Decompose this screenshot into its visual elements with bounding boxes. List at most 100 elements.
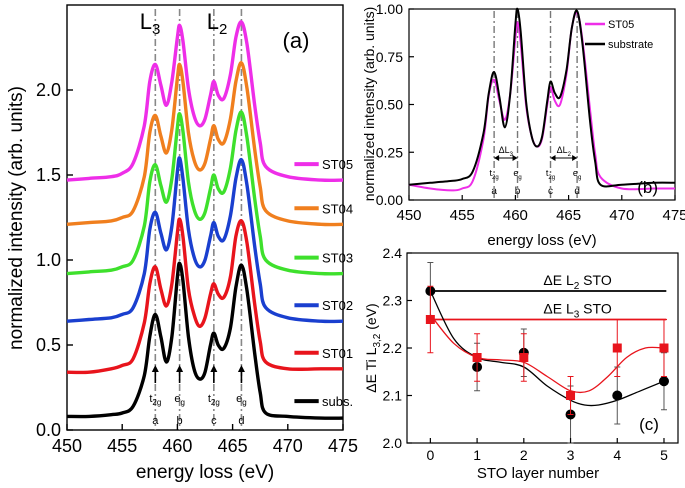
panel-a-edge-label-l3: L3 bbox=[140, 9, 161, 38]
y-tick-label-2.1: 2.1 bbox=[383, 388, 403, 404]
panel-c-y-axis: 2.0 2.1 2.2 2.3 2.4 bbox=[383, 245, 412, 451]
panel-c-reference-labels: ΔE L2 STO ΔE L3 STO bbox=[543, 272, 611, 321]
series-line-substrate bbox=[408, 7, 676, 188]
panel-b-peak-markers: t2g a eg b t2g c eg d bbox=[490, 168, 582, 197]
data-point-l3-1 bbox=[472, 353, 482, 362]
peak-symmetry-a: t2g bbox=[149, 393, 161, 407]
peak-arrowhead-b bbox=[176, 365, 184, 372]
peak-letter-c: c bbox=[211, 415, 217, 427]
y-tick-label-1.5: 1.5 bbox=[36, 165, 61, 185]
x-tick-label-470: 470 bbox=[609, 207, 634, 224]
data-point-l3-5 bbox=[659, 343, 669, 353]
delta-label-0: ΔL3 bbox=[499, 145, 514, 158]
peak-letter-a: a bbox=[491, 186, 497, 197]
delta-label-1: ΔL2 bbox=[557, 145, 572, 158]
x-tick-label-460: 460 bbox=[162, 436, 192, 456]
panel-a-curves bbox=[66, 20, 344, 420]
x-tick-label-465: 465 bbox=[556, 207, 581, 224]
peak-symmetry-b: eg bbox=[174, 393, 185, 407]
x-tick-label-450: 450 bbox=[396, 207, 421, 224]
panel-c: 0 1 2 3 4 5 2.0 2.1 2.2 2.3 2.4 ΔE L2 STO ΔE L3 ST… bbox=[363, 245, 679, 482]
legend-label-st01: ST01 bbox=[322, 346, 353, 361]
peak-letter-d: d bbox=[574, 186, 580, 197]
peak-letter-b: b bbox=[515, 186, 521, 197]
legend-label-st03: ST03 bbox=[322, 251, 353, 266]
peak-symmetry-d: eg bbox=[236, 393, 247, 407]
x-tick-label-460: 460 bbox=[503, 207, 528, 224]
panel-a-frame bbox=[66, 4, 344, 431]
series-line-st02 bbox=[66, 156, 344, 324]
delta-arrowhead-right-1 bbox=[572, 155, 578, 161]
reference-label-1: ΔE L3 STO bbox=[543, 301, 611, 321]
x-tick-label-0: 0 bbox=[426, 447, 434, 463]
reference-label-0: ΔE L2 STO bbox=[543, 272, 611, 292]
y-tick-label-0.75: 0.75 bbox=[376, 49, 403, 65]
peak-symmetry-c: t2g bbox=[208, 393, 220, 407]
data-point-l2-5 bbox=[658, 376, 669, 387]
legend-label-subs: subs. bbox=[322, 394, 353, 409]
x-tick-label-5: 5 bbox=[660, 447, 668, 463]
x-tick-label-465: 465 bbox=[218, 436, 248, 456]
x-tick-label-475: 475 bbox=[662, 207, 685, 224]
data-point-l2-4 bbox=[612, 390, 623, 401]
panel-a-legend: subs. ST01 ST02 ST03 ST04 ST05 bbox=[294, 157, 353, 409]
panel-c-reference-lines bbox=[430, 290, 667, 321]
data-point-l3-4 bbox=[612, 343, 622, 353]
peak-letter-c: c bbox=[548, 186, 553, 197]
y-tick-label-1.00: 1.00 bbox=[376, 1, 403, 17]
panel-b-x-label: energy loss (eV) bbox=[487, 232, 596, 249]
data-point-l3-2 bbox=[519, 353, 529, 362]
peak-arrowhead-d bbox=[237, 365, 245, 372]
panel-a: 450 455 460 465 470 475 0.0 0.5 1.0 1.5 2.0 subs.… bbox=[6, 4, 358, 483]
peak-symmetry-d: eg bbox=[573, 168, 581, 181]
panel-a-peak-markers: t2g a eg b t2g c eg d bbox=[149, 365, 247, 427]
peak-letter-b: b bbox=[177, 415, 183, 427]
panel-a-label: (a) bbox=[283, 28, 310, 53]
series-line-subs bbox=[66, 261, 344, 420]
x-tick-label-475: 475 bbox=[328, 436, 358, 456]
y-tick-label-0.00: 0.00 bbox=[376, 192, 403, 208]
delta-arrowhead-left-0 bbox=[494, 155, 500, 161]
panel-b-peak-lines bbox=[493, 11, 578, 200]
x-tick-label-470: 470 bbox=[273, 436, 303, 456]
series-line-st01 bbox=[66, 217, 343, 375]
peak-symmetry-a: t2g bbox=[490, 168, 499, 181]
panel-c-x-label: STO layer number bbox=[477, 465, 599, 482]
panel-b-legend: ST05 substrate bbox=[585, 19, 653, 51]
peak-symmetry-b: eg bbox=[513, 168, 521, 181]
legend-label-st02: ST02 bbox=[322, 298, 353, 313]
x-tick-label-455: 455 bbox=[107, 436, 137, 456]
panel-c-label: (c) bbox=[639, 415, 659, 434]
panel-b: 450 455 460 465 470 475 0.000.250.500.751.00 … bbox=[361, 1, 685, 249]
x-tick-label-4: 4 bbox=[613, 447, 621, 463]
panel-b-curves bbox=[408, 7, 676, 192]
panel-a-edge-label-l2: L2 bbox=[207, 9, 228, 38]
panel-a-y-axis: 0.0 0.5 1.0 1.5 2.0 bbox=[36, 80, 73, 440]
panel-c-y-label: ΔE Ti L3,2 (eV) bbox=[363, 303, 383, 392]
series-line-st05 bbox=[66, 20, 344, 183]
y-tick-label-0.5: 0.5 bbox=[36, 335, 61, 355]
panel-a-x-axis: 450 455 460 465 470 475 bbox=[52, 424, 358, 456]
peak-letter-d: d bbox=[238, 415, 244, 427]
x-tick-label-1: 1 bbox=[473, 447, 481, 463]
peak-symmetry-c: t2g bbox=[546, 168, 555, 181]
panel-c-data-points bbox=[425, 262, 669, 444]
y-tick-label-1.0: 1.0 bbox=[36, 250, 61, 270]
y-tick-label-2.0: 2.0 bbox=[383, 435, 403, 451]
legend-label-st04: ST04 bbox=[322, 201, 353, 216]
panel-a-peak-lines bbox=[154, 9, 243, 430]
panel-b-x-axis: 450 455 460 465 470 475 bbox=[396, 195, 685, 224]
panel-c-x-axis: 0 1 2 3 4 5 bbox=[426, 438, 668, 463]
panel-b-y-label: normalized intensity (arb. units) bbox=[361, 7, 377, 202]
y-tick-label-2.3: 2.3 bbox=[383, 293, 403, 309]
data-point-l3-0 bbox=[425, 315, 435, 324]
x-tick-label-455: 455 bbox=[450, 207, 475, 224]
y-tick-label-0.25: 0.25 bbox=[376, 144, 403, 160]
delta-arrowhead-left-1 bbox=[550, 155, 556, 161]
legend-label-st05: ST05 bbox=[322, 157, 353, 172]
panel-b-frame bbox=[408, 8, 676, 201]
y-tick-label-0.50: 0.50 bbox=[376, 97, 403, 113]
peak-arrowhead-a bbox=[151, 365, 159, 372]
y-tick-label-2.2: 2.2 bbox=[383, 340, 403, 356]
